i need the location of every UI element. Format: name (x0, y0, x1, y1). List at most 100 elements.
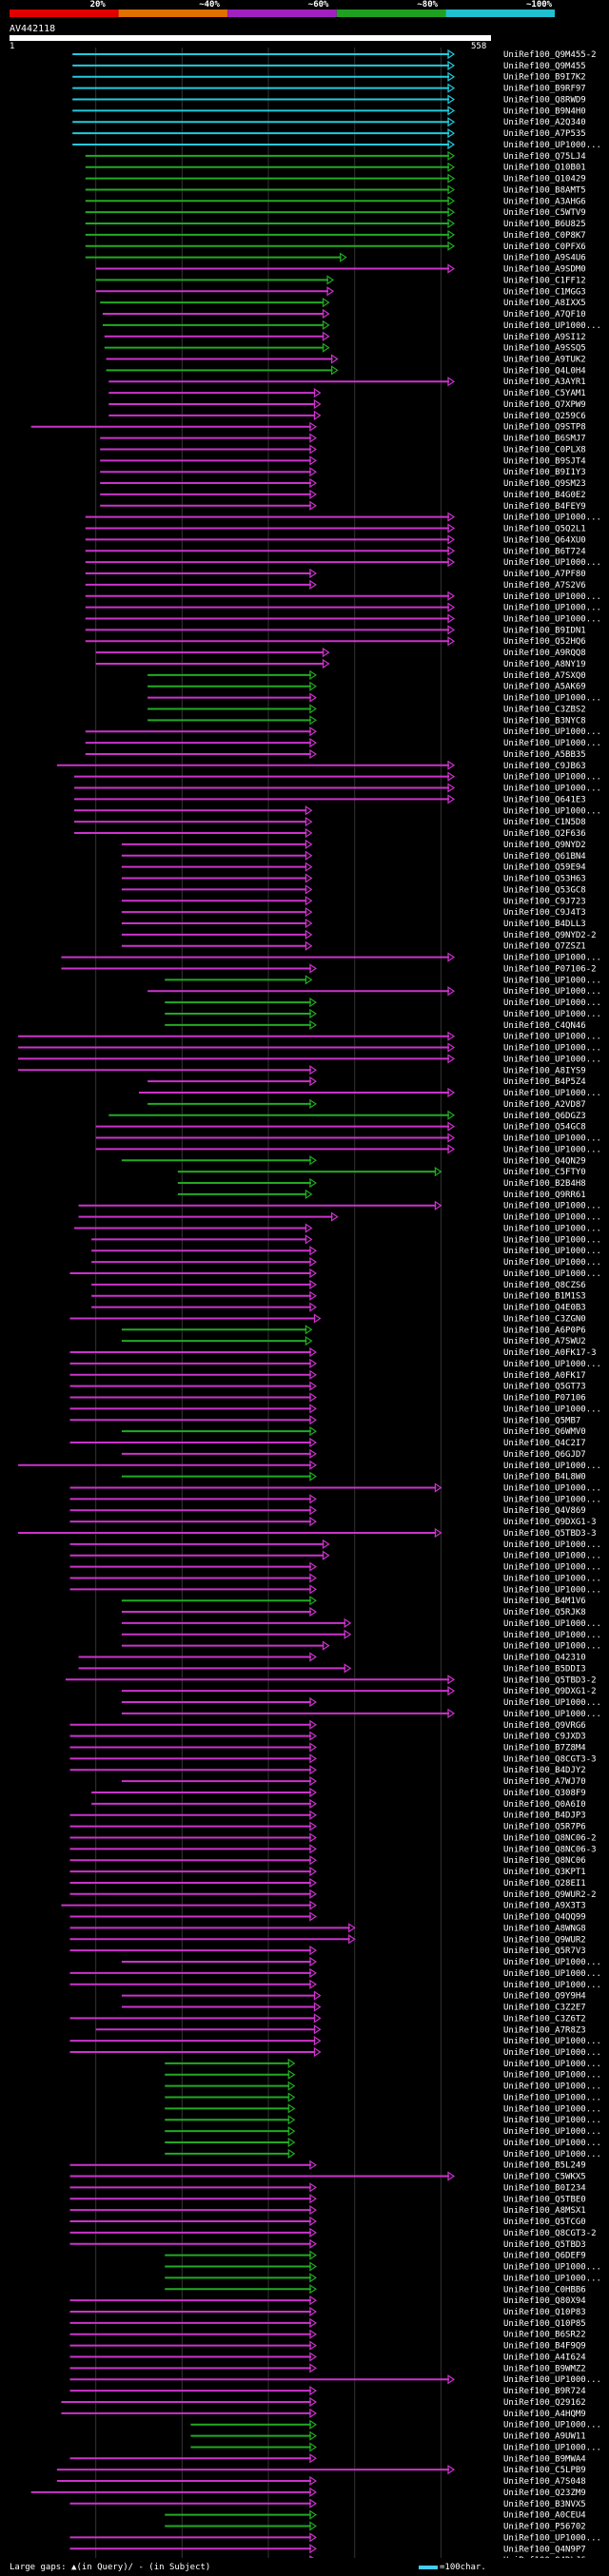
hit-label[interactable]: UniRef100_B9RF97 (503, 85, 586, 94)
hit-row[interactable]: UniRef100_A9SSQ5 (104, 342, 586, 354)
hit-row[interactable]: UniRef100_UP1000... (165, 997, 601, 1008)
hit-label[interactable]: UniRef100_A6P0P6 (503, 1326, 586, 1335)
hit-row[interactable]: UniRef100_B9I1Y3 (100, 467, 586, 477)
hit-row[interactable]: UniRef100_Q4V869 (69, 1505, 586, 1516)
hit-row[interactable]: UniRef100_A6P0P6 (121, 1325, 586, 1335)
hit-row[interactable]: UniRef100_Q4E0B3 (91, 1302, 586, 1313)
hit-row[interactable]: UniRef100_Q3KPT1 (69, 1866, 586, 1877)
hit-label[interactable]: UniRef100_Q9Y9H4 (503, 1992, 586, 2002)
hit-label[interactable]: UniRef100_A5AK69 (503, 683, 586, 692)
hit-label[interactable]: UniRef100_UP1000... (503, 1585, 601, 1595)
hit-label[interactable]: UniRef100_UP1000... (503, 1213, 601, 1223)
hit-label[interactable]: UniRef100_A9X3T3 (503, 1902, 586, 1911)
hit-label[interactable]: UniRef100_Q75LJ4 (503, 152, 586, 162)
hit-label[interactable]: UniRef100_Q4N9P7 (503, 2545, 586, 2554)
hit-row[interactable]: UniRef100_UP1000... (69, 1967, 601, 1979)
hit-label[interactable]: UniRef100_Q9M455 (503, 62, 586, 71)
hit-row[interactable]: UniRef100_UP1000... (147, 986, 601, 997)
hit-row[interactable]: UniRef100_UP1000... (165, 2261, 601, 2273)
hit-row[interactable]: UniRef100_A7PF80 (85, 568, 586, 579)
hit-row[interactable]: UniRef100_A7WJ70 (121, 1775, 586, 1787)
hit-row[interactable]: UniRef100_Q5R7V3 (69, 1946, 586, 1956)
hit-row[interactable]: UniRef100_B0I234 (69, 2182, 586, 2193)
hit-label[interactable]: UniRef100_Q5R7V3 (503, 1947, 586, 1956)
hit-label[interactable]: UniRef100_B1M1S3 (503, 1292, 586, 1302)
hit-row[interactable]: UniRef100_UP1000... (165, 975, 601, 985)
hit-row[interactable]: UniRef100_UP1000... (61, 952, 601, 963)
hit-row[interactable]: UniRef100_Q0A6I0 (91, 1798, 586, 1810)
hit-label[interactable]: UniRef100_A9S4U6 (503, 254, 586, 263)
hit-label[interactable]: UniRef100_Q4QN29 (503, 1156, 586, 1166)
hit-label[interactable]: UniRef100_A4HQM9 (503, 2410, 586, 2419)
hit-row[interactable]: UniRef100_Q9NYD2-2 (121, 929, 597, 940)
hit-row[interactable]: UniRef100_UP1000... (85, 737, 601, 748)
hit-row[interactable]: UniRef100_Q5GT73 (69, 1381, 586, 1392)
hit-row[interactable]: UniRef100_UP1000... (78, 1200, 601, 1211)
hit-row[interactable]: UniRef100_B4DJY2 (69, 1765, 586, 1775)
hit-label[interactable]: UniRef100_Q42310 (503, 1654, 586, 1663)
hit-row[interactable]: UniRef100_C0PLX8 (100, 444, 586, 455)
hit-label[interactable]: UniRef100_Q5TBD3-3 (503, 1529, 597, 1539)
hit-label[interactable]: UniRef100_A7WJ70 (503, 1777, 586, 1787)
hit-row[interactable]: UniRef100_Q5TBD3-2 (65, 1675, 597, 1685)
hit-label[interactable]: UniRef100_UP1000... (503, 954, 601, 963)
hit-label[interactable]: UniRef100_Q10P83 (503, 2308, 586, 2317)
hit-row[interactable]: UniRef100_C1MGG3 (95, 286, 586, 297)
hit-label[interactable]: UniRef100_Q5TBD3 (503, 2240, 586, 2250)
hit-row[interactable]: UniRef100_B3NYC8 (147, 715, 586, 726)
hit-row[interactable]: UniRef100_C1FF12 (95, 275, 586, 285)
hit-label[interactable]: UniRef100_Q5RJK8 (503, 1608, 586, 1617)
hit-row[interactable]: UniRef100_A0FK17 (69, 1369, 586, 1381)
hit-label[interactable]: UniRef100_UP1000... (503, 1462, 601, 1471)
hit-label[interactable]: UniRef100_Q6DEF9 (503, 2252, 586, 2261)
hit-row[interactable]: UniRef100_UP1000... (121, 1696, 601, 1708)
hit-label[interactable]: UniRef100_B0I234 (503, 2183, 586, 2193)
hit-label[interactable]: UniRef100_Q4C2I7 (503, 1439, 586, 1448)
hit-label[interactable]: UniRef100_Q10P85 (503, 2319, 586, 2329)
hit-label[interactable]: UniRef100_P56702 (503, 2523, 586, 2532)
hit-label[interactable]: UniRef100_Q5GT73 (503, 1383, 586, 1392)
hit-row[interactable]: UniRef100_Q5Q2L1 (85, 523, 586, 534)
hit-label[interactable]: UniRef100_B9N4H0 (503, 107, 586, 116)
hit-row[interactable]: UniRef100_A2Q340 (72, 117, 586, 127)
hit-label[interactable]: UniRef100_UP1000... (503, 2443, 601, 2452)
hit-label[interactable]: UniRef100_B6U825 (503, 220, 586, 229)
hit-row[interactable]: UniRef100_UP1000... (121, 1617, 601, 1629)
hit-label[interactable]: UniRef100_B4M1V6 (503, 1597, 586, 1606)
hit-row[interactable]: UniRef100_A7SWU2 (121, 1336, 586, 1346)
hit-row[interactable]: UniRef100_UP1000... (85, 591, 601, 602)
hit-row[interactable]: UniRef100_P07106-2 (61, 963, 597, 974)
hit-label[interactable]: UniRef100_Q3KPT1 (503, 1868, 586, 1877)
hit-row[interactable]: UniRef100_UP1000... (85, 512, 601, 523)
hit-label[interactable]: UniRef100_C0HBB6 (503, 2285, 586, 2295)
hit-label[interactable]: UniRef100_UP1000... (503, 773, 601, 783)
hit-row[interactable]: UniRef100_UP1000... (74, 771, 601, 783)
hit-row[interactable]: UniRef100_Q308F9 (91, 1787, 586, 1798)
hit-label[interactable]: UniRef100_A9UW11 (503, 2432, 586, 2442)
hit-label[interactable]: UniRef100_Q52HQ6 (503, 637, 586, 647)
hit-row[interactable]: UniRef100_Q9DXG1-3 (69, 1516, 597, 1527)
hit-row[interactable]: UniRef100_UP1000... (78, 1211, 601, 1223)
hit-label[interactable]: UniRef100_C3ZBS2 (503, 705, 586, 714)
hit-label[interactable]: UniRef100_UP1000... (503, 1134, 601, 1144)
hit-label[interactable]: UniRef100_Q8RWD9 (503, 95, 586, 105)
hit-label[interactable]: UniRef100_C0PFX6 (503, 242, 586, 252)
hit-row[interactable]: UniRef100_C1N5D8 (74, 817, 586, 827)
hit-row[interactable]: UniRef100_B3NVX5 (69, 2498, 586, 2509)
hit-label[interactable]: UniRef100_UP1000... (503, 694, 601, 704)
hit-label[interactable]: UniRef100_Q23ZM9 (503, 2489, 586, 2498)
hit-label[interactable]: UniRef100_Q61BN4 (503, 852, 586, 862)
hit-label[interactable]: UniRef100_Q4V869 (503, 1506, 586, 1516)
hit-row[interactable]: UniRef100_UP1000... (139, 1087, 601, 1098)
hit-row[interactable]: UniRef100_B4G0E2 (100, 489, 586, 500)
hit-row[interactable]: UniRef100_C5WKX5 (69, 2171, 586, 2182)
hit-row[interactable]: UniRef100_A5AK69 (147, 681, 586, 692)
hit-label[interactable]: UniRef100_Q5TBE0 (503, 2195, 586, 2204)
hit-row[interactable]: UniRef100_B2B4H8 (177, 1177, 586, 1189)
hit-label[interactable]: UniRef100_C3ZGN0 (503, 1314, 586, 1324)
hit-row[interactable]: UniRef100_B4M1V6 (121, 1596, 586, 1606)
hit-row[interactable]: UniRef100_C5FTY0 (177, 1167, 586, 1177)
hit-label[interactable]: UniRef100_A7PF80 (503, 570, 586, 579)
hit-label[interactable]: UniRef100_UP1000... (503, 1404, 601, 1414)
hit-label[interactable]: UniRef100_UP1000... (503, 2263, 601, 2273)
